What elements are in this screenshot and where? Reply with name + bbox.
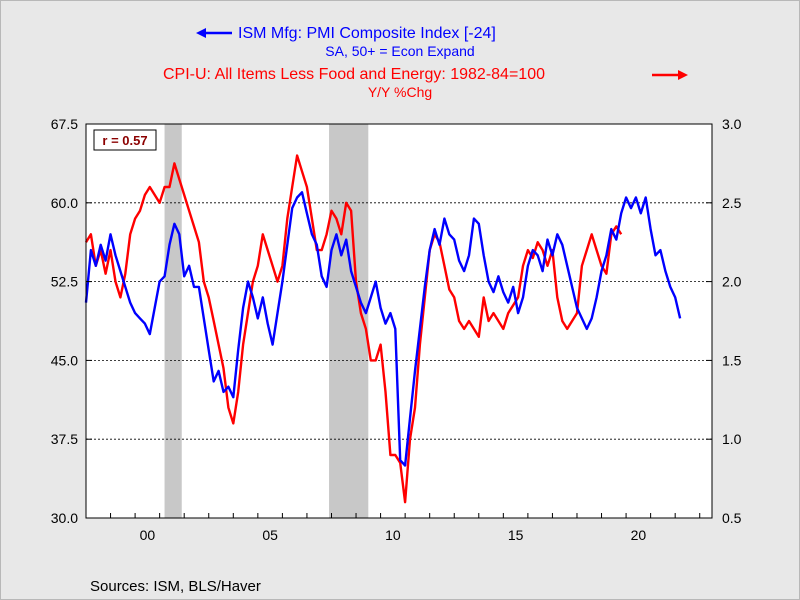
recession-shading (164, 124, 369, 518)
right-tick-label-4: 2.5 (722, 195, 742, 211)
right-tick-label-3: 2.0 (722, 274, 742, 290)
correlation-label: r = 0.57 (102, 133, 147, 148)
right-tick-label-5: 3.0 (722, 116, 742, 132)
legend-pmi-title: ISM Mfg: PMI Composite Index [-24] (238, 25, 496, 42)
legend-pmi-arrow-icon (196, 28, 232, 38)
legend: ISM Mfg: PMI Composite Index [-24] SA, 5… (163, 25, 688, 100)
source-note: Sources: ISM, BLS/Haver (90, 578, 261, 595)
x-tick-label-4: 20 (631, 527, 647, 543)
x-tick-label-2: 10 (385, 527, 401, 543)
left-tick-label-2: 45.0 (51, 352, 78, 368)
series-line-pmi (84, 191, 682, 467)
legend-pmi-subtitle: SA, 50+ = Econ Expand (325, 43, 474, 59)
left-tick-label-1: 37.5 (51, 431, 78, 447)
left-axis: 30.0 37.5 45.0 52.5 60.0 67.5 (51, 116, 92, 526)
left-tick-label-0: 30.0 (51, 510, 78, 526)
right-axis: 0.5 1.0 1.5 2.0 2.5 3.0 (706, 116, 742, 526)
right-tick-label-1: 1.0 (722, 431, 742, 447)
legend-cpi-title: CPI-U: All Items Less Food and Energy: 1… (163, 66, 545, 83)
x-tick-label-0: 00 (140, 527, 156, 543)
right-tick-label-0: 0.5 (722, 510, 742, 526)
right-tick-label-2: 1.5 (722, 352, 742, 368)
legend-cpi-arrow-icon (652, 70, 688, 80)
left-tick-label-4: 60.0 (51, 195, 78, 211)
correlation-annotation: r = 0.57 (93, 129, 157, 151)
recession-band-1 (329, 124, 369, 518)
x-tick-label-3: 15 (508, 527, 524, 543)
legend-cpi-subtitle: Y/Y %Chg (368, 84, 432, 100)
x-tick-label-1: 05 (262, 527, 278, 543)
x-axis: 00 05 10 15 20 (85, 513, 701, 543)
left-tick-label-5: 67.5 (51, 116, 78, 132)
recession-band-0 (164, 124, 182, 518)
left-tick-label-3: 52.5 (51, 274, 78, 290)
plot-border (85, 123, 713, 519)
series-layer (84, 154, 682, 504)
